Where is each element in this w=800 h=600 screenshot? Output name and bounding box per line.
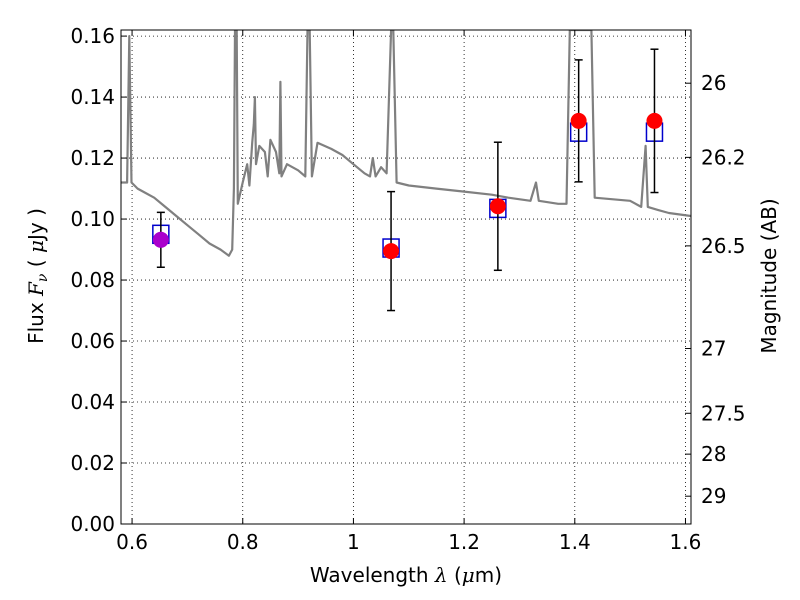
- observed-point: [383, 243, 400, 260]
- mag-tick-label: 28: [701, 442, 726, 466]
- x-axis-label: Wavelength λ (μm): [310, 563, 502, 587]
- y-tick-label: 0.12: [70, 146, 115, 170]
- x-tick-label: 0.6: [116, 530, 148, 554]
- observed-points-layer: [152, 112, 663, 260]
- mag-tick-label: 26: [701, 71, 726, 95]
- y-tick-label: 0.06: [70, 329, 115, 353]
- grid-lines: [121, 30, 691, 525]
- mag-tick-label: 27: [701, 337, 726, 361]
- y-tick-label: 0.14: [70, 85, 115, 109]
- x-tick-label: 1: [347, 530, 360, 554]
- mag-tick-label: 26.2: [701, 145, 746, 169]
- observed-point: [489, 198, 506, 215]
- y2-axis-label: Magnitude (AB): [757, 198, 781, 353]
- y-tick-label: 0.02: [70, 451, 115, 475]
- x-tick-label: 0.8: [227, 530, 259, 554]
- observed-point: [646, 112, 663, 129]
- x-tick-label: 1.2: [448, 530, 480, 554]
- x-tick-label: 1.6: [670, 530, 702, 554]
- y-tick-label: 0.00: [70, 512, 115, 536]
- mag-tick-label: 29: [701, 484, 726, 508]
- y-tick-label: 0.08: [70, 268, 115, 292]
- observed-point: [152, 231, 169, 248]
- y-axis-label: Flux Fν ( μJy ): [24, 208, 51, 344]
- ticks-layer: 0.6 0.8 1 1.2 1.4 1.6 0.00 0.02 0.04 0.06 0.08 0.10…: [70, 24, 745, 554]
- y-tick-label: 0.04: [70, 390, 115, 414]
- y-tick-label: 0.10: [70, 207, 115, 231]
- mag-tick-label: 26.5: [701, 234, 746, 258]
- model-band-layer: [152, 122, 664, 258]
- sed-model-layer: [121, 30, 691, 257]
- x-tick-label: 1.4: [559, 530, 591, 554]
- sed-model-line: [121, 30, 691, 257]
- y-tick-label: 0.16: [70, 24, 115, 48]
- mag-tick-label: 27.5: [701, 401, 746, 425]
- plot-frame: [120, 29, 692, 525]
- observed-point: [570, 112, 587, 129]
- errorbar-layer: [156, 48, 659, 312]
